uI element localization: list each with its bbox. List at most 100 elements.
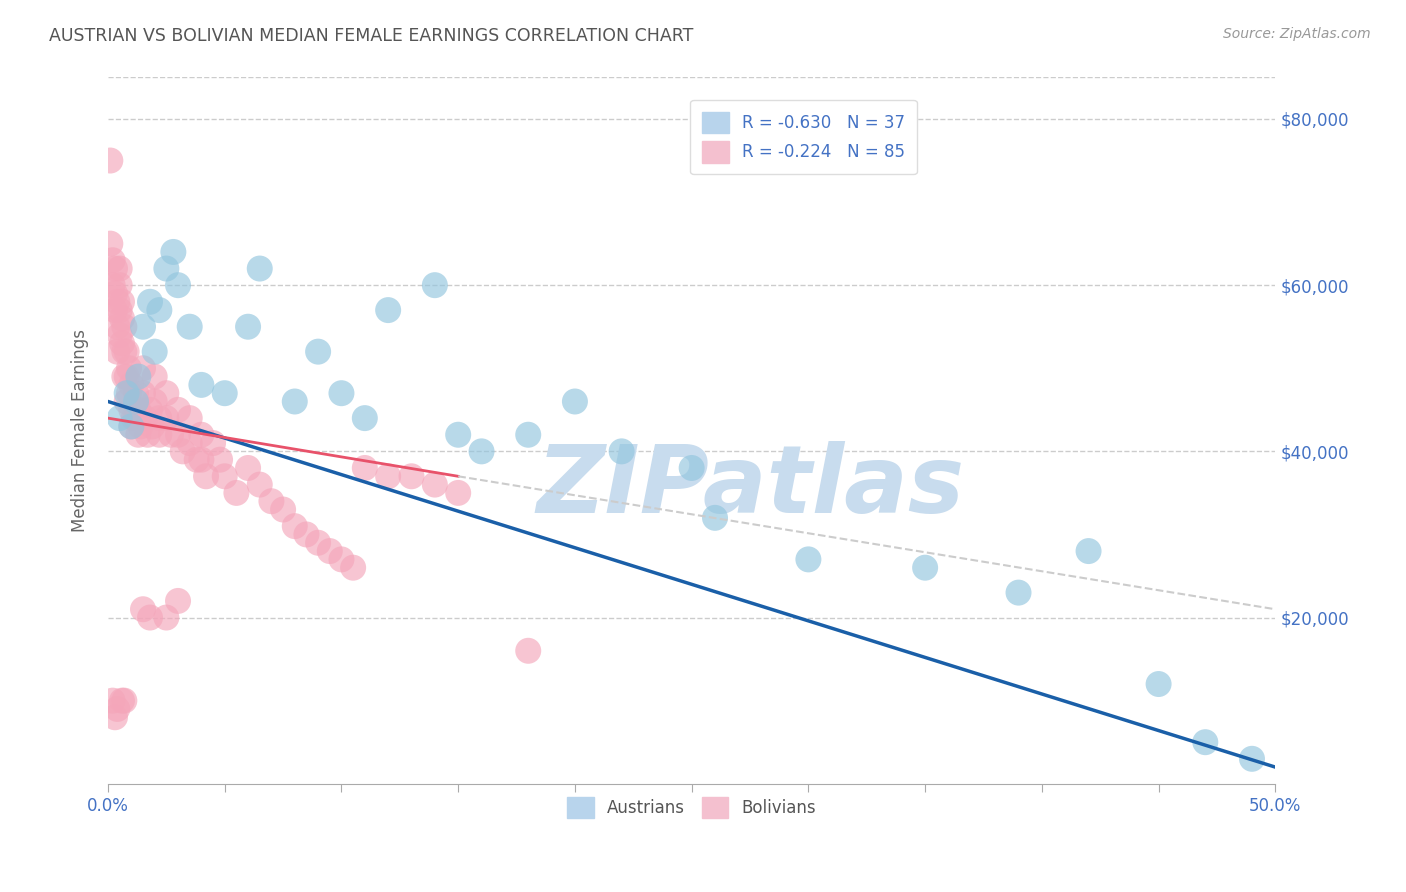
Point (160, 427, 183, 442)
Point (125, 411, 148, 425)
Point (179, 319, 201, 334)
Point (307, 344, 329, 359)
Point (353, 461, 375, 475)
Point (111, 336, 134, 351)
Point (423, 278, 446, 293)
Point (214, 469, 236, 483)
Point (118, 361, 141, 376)
Point (307, 535, 329, 549)
Point (148, 427, 170, 442)
Point (105, 294, 128, 309)
Point (564, 394, 586, 409)
Point (108, 261, 131, 276)
Text: ZIPatlas: ZIPatlas (536, 441, 965, 533)
Point (120, 377, 142, 392)
Point (98, 236, 121, 251)
Point (139, 610, 162, 624)
Point (167, 427, 190, 442)
Point (105, 319, 128, 334)
Y-axis label: Median Female Earnings: Median Female Earnings (72, 329, 89, 533)
Point (112, 344, 135, 359)
Point (101, 693, 124, 707)
Point (112, 369, 135, 384)
Point (120, 402, 142, 417)
Point (104, 710, 127, 724)
Point (517, 644, 540, 658)
Point (132, 386, 155, 401)
Point (214, 386, 236, 401)
Point (162, 244, 184, 259)
Point (190, 427, 212, 442)
Point (342, 560, 364, 574)
Point (353, 411, 375, 425)
Point (236, 319, 259, 334)
Point (1077, 544, 1099, 558)
Point (704, 511, 727, 525)
Point (330, 552, 353, 566)
Point (681, 461, 703, 475)
Point (134, 411, 156, 425)
Point (209, 452, 232, 467)
Point (517, 427, 540, 442)
Point (118, 386, 141, 401)
Point (155, 610, 177, 624)
Text: AUSTRIAN VS BOLIVIAN MEDIAN FEMALE EARNINGS CORRELATION CHART: AUSTRIAN VS BOLIVIAN MEDIAN FEMALE EARNI… (49, 27, 693, 45)
Point (98, 153, 121, 168)
Point (1240, 752, 1263, 766)
Point (104, 286, 127, 301)
Point (1147, 677, 1170, 691)
Point (377, 469, 399, 483)
Point (127, 427, 149, 442)
Point (260, 494, 283, 508)
Point (190, 377, 212, 392)
Point (202, 436, 225, 450)
Point (249, 477, 271, 491)
Point (108, 278, 131, 293)
Point (143, 394, 166, 409)
Point (120, 419, 142, 434)
Point (108, 328, 131, 343)
Point (104, 261, 127, 276)
Point (105, 344, 128, 359)
Point (319, 544, 342, 558)
Point (112, 319, 135, 334)
Point (105, 702, 128, 716)
Point (120, 419, 142, 434)
Point (1007, 585, 1029, 599)
Point (148, 303, 170, 318)
Point (401, 469, 423, 483)
Point (127, 402, 149, 417)
Point (195, 469, 218, 483)
Point (377, 303, 399, 318)
Point (111, 311, 134, 326)
Point (141, 419, 163, 434)
Point (271, 502, 294, 516)
Point (143, 344, 166, 359)
Point (108, 411, 131, 425)
Point (167, 594, 190, 608)
Point (148, 411, 170, 425)
Point (155, 261, 177, 276)
Point (132, 361, 155, 376)
Point (1194, 735, 1216, 749)
Point (115, 369, 138, 384)
Point (249, 261, 271, 276)
Point (236, 461, 259, 475)
Point (101, 253, 124, 268)
Point (122, 411, 145, 425)
Point (155, 386, 177, 401)
Point (447, 427, 470, 442)
Point (115, 394, 138, 409)
Point (172, 444, 194, 458)
Text: Source: ZipAtlas.com: Source: ZipAtlas.com (1223, 27, 1371, 41)
Point (914, 560, 936, 574)
Point (115, 344, 138, 359)
Point (610, 444, 633, 458)
Point (190, 452, 212, 467)
Point (132, 602, 155, 616)
Point (112, 693, 135, 707)
Point (127, 369, 149, 384)
Point (330, 386, 353, 401)
Point (101, 278, 124, 293)
Point (284, 519, 307, 533)
